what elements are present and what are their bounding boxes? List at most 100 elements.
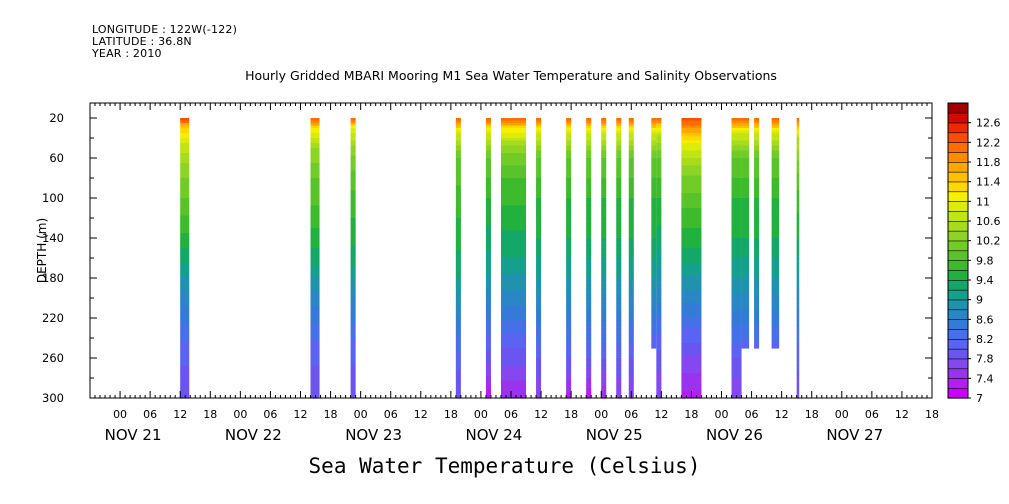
temperature-cell	[796, 308, 800, 312]
temperature-cell	[601, 128, 607, 132]
temperature-cell	[350, 158, 356, 162]
temperature-cell	[350, 228, 356, 232]
temperature-cell	[500, 375, 527, 379]
temperature-cell	[455, 230, 461, 234]
temperature-cell	[616, 183, 622, 187]
temperature-cell	[741, 298, 750, 302]
temperature-cell	[586, 320, 592, 324]
temperature-cell	[601, 223, 607, 227]
x-tick-label: 00	[354, 408, 368, 421]
temperature-cell	[536, 233, 542, 237]
temperature-cell	[536, 145, 542, 149]
temperature-cell	[628, 155, 634, 159]
temperature-cell	[681, 123, 702, 127]
temperature-cell	[566, 213, 572, 217]
temperature-cell	[566, 253, 572, 257]
temperature-cell	[616, 268, 622, 272]
temperature-cell	[628, 200, 634, 204]
temperature-cell	[566, 195, 572, 199]
temperature-cell	[586, 270, 592, 274]
temperature-cell	[350, 155, 356, 159]
temperature-cell	[485, 393, 491, 397]
temperature-cell	[500, 388, 527, 392]
temperature-cell	[731, 345, 742, 349]
temperature-cell	[681, 228, 702, 232]
temperature-cell	[500, 188, 527, 192]
temperature-cell	[601, 230, 607, 234]
temperature-cell	[310, 320, 320, 324]
temperature-cell	[500, 163, 527, 167]
temperature-cell	[180, 360, 190, 364]
temperature-cell	[681, 278, 702, 282]
temperature-cell	[485, 375, 491, 379]
temperature-cell	[500, 350, 527, 354]
temperature-cell	[180, 120, 190, 124]
temperature-cell	[500, 278, 527, 282]
temperature-cell	[500, 270, 527, 274]
temperature-cell	[586, 248, 592, 252]
temperature-cell	[656, 238, 662, 242]
temperature-cell	[586, 190, 592, 194]
temperature-cell	[731, 203, 742, 207]
temperature-cell	[500, 198, 527, 202]
temperature-cell	[180, 255, 190, 259]
temperature-cell	[601, 145, 607, 149]
temperature-cell	[566, 163, 572, 167]
temperature-cell	[754, 323, 760, 327]
temperature-cell	[350, 248, 356, 252]
temperature-cell	[731, 368, 742, 372]
temperature-cell	[601, 305, 607, 309]
temperature-cell	[455, 275, 461, 279]
temperature-cell	[656, 333, 662, 337]
temperature-cell	[586, 303, 592, 307]
x-tick-label: 00	[835, 408, 849, 421]
temperature-cell	[601, 293, 607, 297]
temperature-cell	[616, 375, 622, 379]
temperature-cell	[796, 280, 800, 284]
temperature-cell	[771, 318, 780, 322]
temperature-cell	[656, 308, 662, 312]
temperature-cell	[796, 370, 800, 374]
temperature-cell	[485, 150, 491, 154]
temperature-cell	[180, 348, 190, 352]
temperature-cell	[656, 265, 662, 269]
temperature-cell	[455, 353, 461, 357]
temperature-cell	[796, 218, 800, 222]
temperature-cell	[651, 323, 657, 327]
temperature-cell	[628, 188, 634, 192]
temperature-cell	[310, 248, 320, 252]
temperature-cell	[500, 235, 527, 239]
temperature-cell	[601, 255, 607, 259]
temperature-cell	[310, 285, 320, 289]
temperature-cell	[681, 253, 702, 257]
temperature-cell	[651, 260, 657, 264]
temperature-cell	[651, 123, 657, 127]
temperature-cell	[485, 313, 491, 317]
temperature-cell	[754, 185, 760, 189]
temperature-cell	[350, 315, 356, 319]
temperature-cell	[586, 300, 592, 304]
temperature-cell	[310, 283, 320, 287]
temperature-cell	[180, 375, 190, 379]
colorbar-swatch	[947, 132, 969, 143]
temperature-cell	[731, 255, 742, 259]
temperature-cell	[616, 380, 622, 384]
temperature-cell	[586, 245, 592, 249]
temperature-cell	[731, 393, 742, 397]
temperature-cell	[771, 298, 780, 302]
temperature-cell	[500, 378, 527, 382]
colorbar-swatch	[947, 289, 969, 301]
temperature-cell	[310, 315, 320, 319]
temperature-cell	[754, 258, 760, 262]
colorbar-swatch	[947, 142, 969, 153]
temperature-cell	[651, 273, 657, 277]
temperature-cell	[455, 290, 461, 294]
temperature-cell	[455, 335, 461, 339]
temperature-cell	[310, 245, 320, 249]
temperature-cell	[681, 223, 702, 227]
temperature-cell	[628, 203, 634, 207]
temperature-cell	[656, 133, 662, 137]
temperature-cell	[616, 305, 622, 309]
temperature-cell	[656, 393, 662, 397]
temperature-cell	[796, 290, 800, 294]
